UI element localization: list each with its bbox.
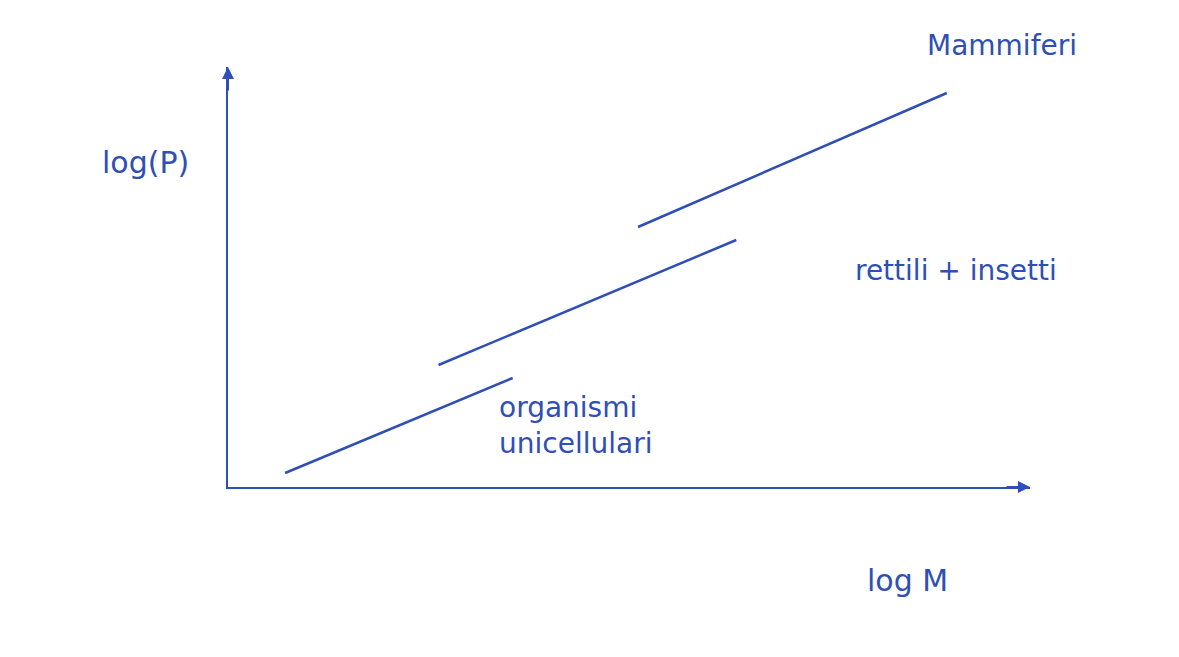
svg-text:Mammiferi: Mammiferi [927,29,1077,62]
svg-text:organismiunicellulari: organismiunicellulari [499,391,652,460]
svg-text:log(P): log(P) [102,145,189,180]
svg-text:log M: log M [867,563,948,598]
svg-text:rettili + insetti: rettili + insetti [855,254,1057,287]
